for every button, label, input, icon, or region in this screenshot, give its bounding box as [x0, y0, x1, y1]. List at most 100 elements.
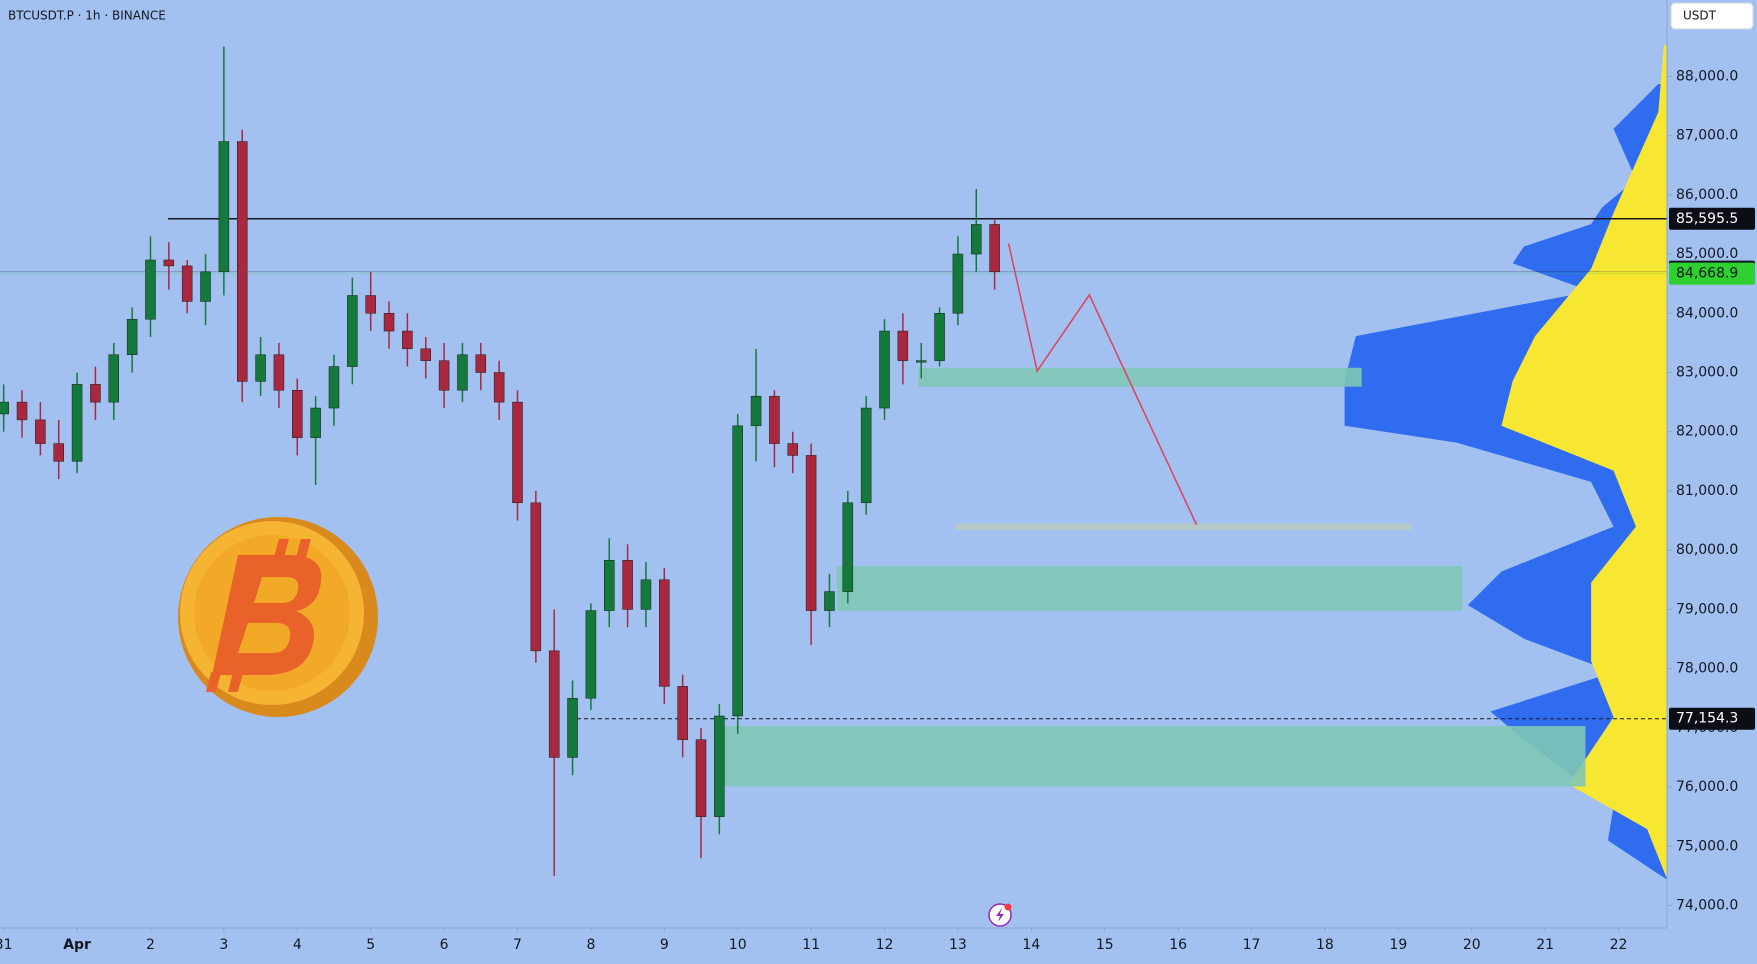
x-tick-label: 9 — [660, 937, 669, 953]
y-tick-label: 87,000.0 — [1676, 128, 1738, 144]
y-tick-label: 82,000.0 — [1676, 424, 1738, 440]
candle-body — [677, 686, 688, 740]
symbol-title: BTCUSDT.P · 1h · BINANCE — [8, 9, 166, 23]
price-label: 84,668.9 — [1676, 266, 1738, 282]
candle-body — [952, 253, 964, 314]
candle-body — [255, 354, 266, 382]
candle-body — [787, 443, 799, 456]
volume-profile — [1344, 44, 1668, 880]
zone — [918, 367, 1362, 387]
x-tick-label: 14 — [1022, 937, 1040, 953]
x-tick-label: 17 — [1243, 937, 1261, 953]
price-axis — [1667, 0, 1757, 964]
candle-body — [879, 330, 890, 409]
candle-body — [35, 419, 46, 444]
candle-body — [530, 502, 542, 652]
x-tick-label: 10 — [729, 937, 747, 953]
x-tick-label: 16 — [1169, 937, 1187, 953]
y-tick-label: 84,000.0 — [1676, 305, 1738, 321]
candle-body — [714, 715, 725, 817]
candle-body — [200, 271, 211, 302]
price-label-box — [1669, 207, 1755, 230]
candle-body — [695, 739, 707, 817]
candle-body — [860, 407, 872, 504]
candle-body — [567, 697, 578, 758]
y-tick-label: 83,000.0 — [1676, 365, 1738, 381]
alert-dot[interactable] — [1004, 903, 1012, 911]
candle-body — [732, 425, 743, 717]
x-tick-label: 8 — [586, 937, 595, 953]
candle-body — [622, 559, 633, 610]
candle-body — [108, 354, 120, 403]
candle-body — [53, 443, 64, 462]
alert-bolt[interactable] — [996, 908, 1004, 922]
candle-body — [328, 366, 340, 409]
candle-body — [604, 559, 615, 611]
candle-body — [438, 360, 450, 391]
coin-symbol-bar — [273, 539, 289, 559]
candle-body — [90, 384, 101, 403]
x-tick-label: 3 — [219, 937, 228, 953]
x-tick-label: 5 — [366, 937, 375, 953]
candle-body — [585, 610, 597, 699]
y-tick-label: 74,000.0 — [1676, 897, 1738, 913]
candle-body — [971, 224, 982, 255]
candle-body — [420, 348, 431, 361]
currency-button[interactable] — [1670, 2, 1754, 30]
x-tick-label: 6 — [440, 937, 449, 953]
coin-symbol-bar — [295, 539, 311, 559]
candle-body — [383, 313, 395, 332]
candle-body — [273, 354, 285, 391]
projection-path — [1007, 243, 1198, 526]
price-label: 77,154.3 — [1676, 711, 1738, 727]
zone — [722, 726, 1586, 787]
profile-yellow — [1501, 44, 1668, 880]
candle-body — [897, 330, 909, 361]
candle-body — [163, 259, 175, 267]
plot-area — [0, 46, 1667, 876]
y-tick-label: 88,000.0 — [1676, 68, 1738, 84]
candle-body — [824, 591, 835, 611]
candle-body — [989, 224, 1000, 273]
coin-symbol-bar — [227, 672, 244, 692]
candle-body — [126, 318, 138, 355]
y-tick-label: 78,000.0 — [1676, 661, 1738, 677]
y-tick-label: 80,000.0 — [1676, 542, 1738, 558]
candle-body — [548, 650, 560, 758]
y-tick-label: 79,000.0 — [1676, 601, 1738, 617]
y-tick-label: 81,000.0 — [1676, 483, 1738, 499]
alert-icon[interactable] — [988, 903, 1012, 927]
candle-body — [512, 401, 523, 504]
candle-body — [310, 407, 321, 438]
zone — [955, 523, 1412, 531]
bitcoin-coin — [178, 517, 378, 717]
candle-body — [457, 354, 468, 391]
price-label-box — [1669, 707, 1755, 730]
candle-body — [218, 141, 230, 273]
candle-body — [365, 295, 376, 314]
candle-body — [71, 384, 83, 462]
coin-symbol — [212, 555, 322, 675]
currency-label[interactable]: USDT — [1683, 9, 1717, 23]
x-tick-label: 11 — [802, 937, 820, 953]
x-tick-label: 21 — [1536, 937, 1554, 953]
candle-body — [750, 395, 762, 427]
y-tick-label: 86,000.0 — [1676, 187, 1738, 203]
candle-body — [915, 360, 927, 363]
x-tick-label: 4 — [293, 937, 302, 953]
candle-body — [805, 455, 817, 611]
candle-body — [659, 579, 670, 687]
x-tick-label: 20 — [1463, 937, 1481, 953]
x-tick-label: 7 — [513, 937, 522, 953]
axes: 74,000.075,000.076,000.077,000.078,000.0… — [0, 68, 1755, 953]
y-tick-label: 76,000.0 — [1676, 779, 1738, 795]
price-label-box — [1669, 262, 1755, 285]
candle-body — [475, 354, 487, 373]
x-tick-label: 31 — [0, 937, 13, 953]
candle-body — [493, 372, 505, 403]
candle-body — [292, 390, 303, 438]
candle-body — [181, 265, 193, 302]
candle-body — [236, 141, 248, 382]
